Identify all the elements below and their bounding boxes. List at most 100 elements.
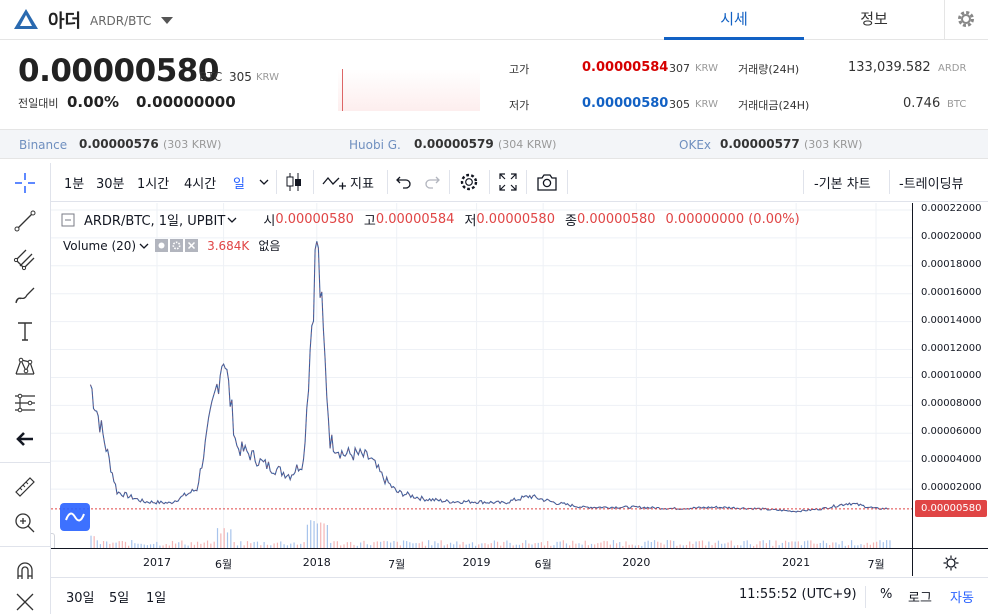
tradingview-button[interactable]: -트레이딩뷰	[899, 176, 964, 192]
arrow-left-icon	[16, 432, 33, 446]
volume-bar	[323, 523, 325, 548]
exchange-name[interactable]: OKEx	[679, 138, 711, 152]
volume-bar	[490, 543, 492, 548]
volume-bar	[273, 543, 275, 548]
high-value: 0.00000584	[582, 60, 669, 75]
candlestick-icon[interactable]	[284, 171, 304, 193]
x-tick-label: 7월	[867, 558, 885, 571]
exchange-name[interactable]: Huobi G.	[349, 138, 401, 152]
collapse-handle[interactable]: ‹	[51, 533, 55, 548]
eye-icon[interactable]	[155, 239, 169, 252]
range-5d[interactable]: 5일	[109, 591, 130, 606]
axis-settings[interactable]	[912, 548, 988, 576]
price-axis[interactable]: 0.00022000 0.00020000 0.00018000 0.00016000…	[912, 203, 988, 548]
volume-bar	[838, 544, 840, 548]
settings-gear-icon[interactable]	[956, 9, 976, 29]
fullscreen-icon[interactable]	[499, 173, 517, 191]
volume-bar	[184, 544, 186, 548]
coin-name[interactable]: 아더	[48, 11, 82, 32]
volume-bar	[270, 545, 272, 548]
volume-bar	[124, 541, 127, 548]
ruler-tool[interactable]	[0, 469, 50, 505]
log-toggle[interactable]: 로그	[908, 591, 932, 606]
undo-icon[interactable]	[395, 174, 413, 190]
y-tick-label: 0.00008000	[921, 398, 982, 410]
pattern-tool[interactable]	[0, 349, 50, 385]
pitchfork-tool[interactable]	[0, 241, 50, 277]
interval-30m[interactable]: 30분	[96, 176, 125, 192]
interval-1h[interactable]: 1시간	[137, 176, 170, 192]
volume-bar	[619, 542, 621, 548]
camera-icon[interactable]	[536, 172, 558, 192]
volume-bar	[418, 543, 420, 548]
scroll-to-realtime-button[interactable]	[60, 503, 90, 531]
zoom-tool[interactable]	[0, 505, 50, 541]
magnet-tool[interactable]	[0, 553, 50, 589]
volume-bar	[443, 545, 445, 548]
chart-pane[interactable]: ARDR/BTC, 1일, UPBIT 시 0.00000580 고 0.00000…	[51, 203, 912, 548]
volume-bar	[634, 545, 636, 548]
remove-icon[interactable]	[185, 239, 199, 252]
volume-bar	[657, 541, 659, 548]
volume-bar	[768, 540, 771, 548]
volume-bar	[622, 545, 624, 548]
interval-dropdown-icon[interactable]	[259, 177, 269, 187]
volume-bar	[543, 545, 546, 548]
volume-bar	[149, 544, 152, 548]
redo-icon[interactable]	[423, 174, 441, 190]
hide-drawings-tool[interactable]	[0, 589, 50, 614]
divider	[449, 170, 450, 194]
volume-bar	[753, 545, 755, 548]
indicators-button[interactable]: 지표	[350, 176, 374, 192]
legend-low-label: 저	[464, 214, 477, 229]
volume-legend: Volume (20) 3.684K 없음	[63, 237, 280, 254]
interval-4h[interactable]: 4시간	[184, 176, 217, 192]
volume-dropdown-icon[interactable]	[139, 241, 149, 251]
tab-info[interactable]: 정보	[860, 10, 888, 28]
back-tool[interactable]	[0, 421, 50, 457]
volume-bar	[471, 542, 474, 548]
interval-1d[interactable]: 일	[233, 176, 245, 192]
fib-tool[interactable]	[0, 385, 50, 421]
range-1d[interactable]: 1일	[146, 591, 167, 606]
trendline-tool[interactable]	[0, 203, 50, 239]
volume-bar	[547, 541, 549, 548]
volume-label[interactable]: Volume (20)	[63, 238, 137, 253]
volume-bar	[283, 544, 285, 548]
auto-toggle[interactable]: 자동	[950, 591, 974, 606]
price-chart[interactable]	[51, 203, 912, 548]
y-tick-label: 0.00004000	[921, 454, 982, 466]
percent-toggle[interactable]: %	[880, 587, 893, 602]
dropdown-caret-icon[interactable]	[160, 16, 174, 25]
settings-small-icon[interactable]	[170, 239, 184, 252]
volume-bar	[743, 541, 745, 548]
price-unit: BTC	[199, 70, 223, 84]
exchange-krw: (303 KRW)	[163, 138, 222, 151]
pair-label[interactable]: ARDR/BTC	[90, 14, 152, 28]
range-30d[interactable]: 30일	[66, 591, 95, 606]
time-axis[interactable]: 2017 6월 2018 7월 2019 6월 2020 2021 7월	[51, 548, 912, 576]
indicators-icon[interactable]	[321, 172, 347, 192]
basic-chart-button[interactable]: -기본 차트	[814, 176, 871, 192]
volume-bar	[854, 545, 856, 548]
legend-dropdown-icon[interactable]	[227, 215, 237, 225]
volume-bar	[346, 542, 348, 548]
tab-market[interactable]: 시세	[664, 0, 804, 40]
volume-bar	[280, 541, 282, 548]
last-price-label: 0.00000580	[915, 500, 987, 518]
volume-bar	[866, 542, 868, 548]
chart-settings-icon[interactable]	[458, 171, 480, 193]
volume-bar	[230, 529, 232, 548]
legend-high-label: 고	[363, 214, 376, 229]
collapse-legend-icon[interactable]	[61, 213, 75, 227]
crosshair-tool[interactable]	[0, 165, 50, 201]
interval-1m[interactable]: 1분	[64, 176, 85, 192]
exchange-price: 0.00000577	[720, 137, 800, 151]
volume-bar	[759, 541, 761, 548]
text-tool[interactable]	[0, 313, 50, 349]
brush-tool[interactable]	[0, 277, 50, 313]
clock-timezone[interactable]: 11:55:52 (UTC+9)	[739, 587, 857, 602]
exchange-name[interactable]: Binance	[19, 138, 68, 152]
legend-symbol[interactable]: ARDR/BTC, 1일, UPBIT	[84, 214, 226, 229]
volume-bar	[440, 540, 442, 548]
